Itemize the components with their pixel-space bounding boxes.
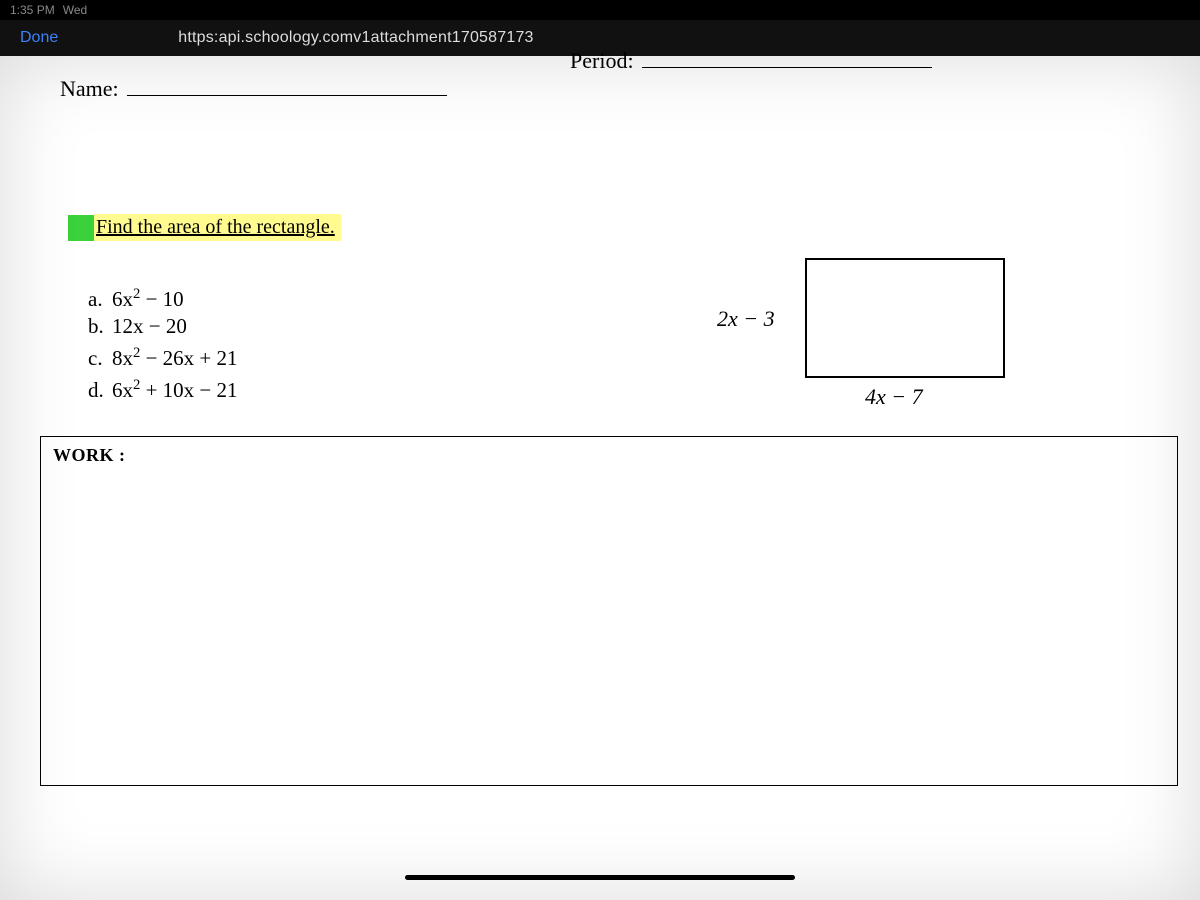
choice-expr: 6x2 + 10x − 21 — [112, 378, 238, 402]
question-number-highlight — [68, 215, 94, 241]
name-field: Name: — [60, 76, 447, 102]
choice-a[interactable]: a.6x2 − 10 — [88, 281, 238, 312]
choice-expr: 12x − 20 — [112, 314, 187, 338]
prompt-text: Find the area of the rectangle. — [94, 214, 341, 241]
period-label: Period: — [570, 48, 634, 74]
choice-b[interactable]: b.12x − 20 — [88, 313, 238, 339]
device-status-bar: 1:35 PM Wed — [0, 0, 1200, 20]
worksheet-page: Name: Period: Find the area of the recta… — [0, 56, 1200, 900]
answer-choices: a.6x2 − 10 b.12x − 20 c.8x2 − 26x + 21 d… — [88, 281, 238, 404]
status-day: Wed — [63, 3, 87, 17]
work-box[interactable]: WORK : — [40, 436, 1178, 786]
choice-c[interactable]: c.8x2 − 26x + 21 — [88, 340, 238, 371]
choice-key: b. — [88, 313, 112, 339]
rectangle-height-label: 2x − 3 — [717, 306, 775, 332]
choice-expr: 8x2 − 26x + 21 — [112, 346, 238, 370]
rectangle-figure: 2x − 3 4x − 7 — [805, 258, 1005, 378]
home-indicator[interactable] — [405, 875, 795, 880]
address-bar-url[interactable]: https:api.schoology.comv1attachment17058… — [178, 29, 533, 47]
prompt-row: Find the area of the rectangle. — [68, 214, 341, 241]
period-blank-line[interactable] — [642, 50, 932, 68]
name-label: Name: — [60, 76, 119, 102]
work-label: WORK : — [53, 445, 126, 466]
rectangle-shape — [805, 258, 1005, 378]
header-row: Name: Period: — [60, 76, 1140, 102]
choice-key: d. — [88, 377, 112, 403]
name-blank-line[interactable] — [127, 78, 447, 96]
choice-expr: 6x2 − 10 — [112, 287, 184, 311]
choice-key: a. — [88, 286, 112, 312]
done-button[interactable]: Done — [20, 29, 58, 47]
period-field: Period: — [570, 48, 932, 74]
choice-d[interactable]: d.6x2 + 10x − 21 — [88, 372, 238, 403]
status-time: 1:35 PM — [10, 3, 55, 17]
choice-key: c. — [88, 345, 112, 371]
rectangle-width-label: 4x − 7 — [865, 384, 923, 410]
